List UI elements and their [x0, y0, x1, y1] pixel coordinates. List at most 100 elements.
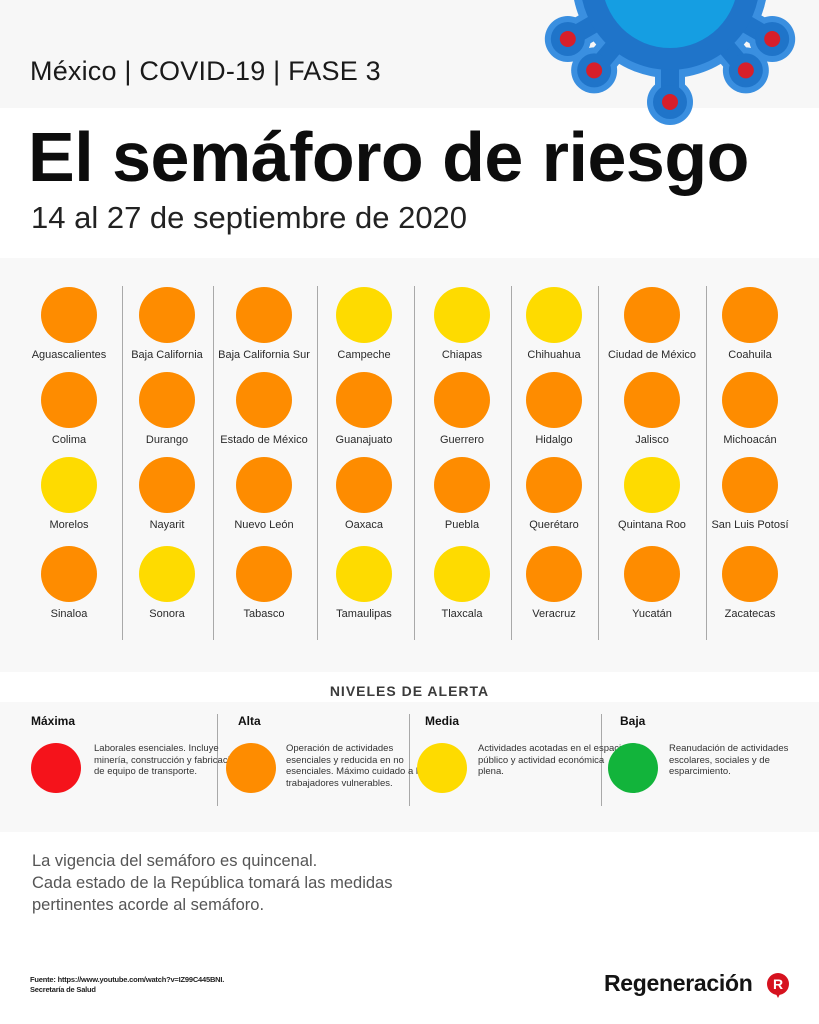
risk-level-dot-icon: [139, 372, 195, 428]
state-item: Guanajuato: [309, 372, 419, 446]
state-name: Nayarit: [149, 519, 185, 531]
risk-level-dot-icon: [139, 287, 195, 343]
risk-level-dot-icon: [41, 372, 97, 428]
state-item: Durango: [112, 372, 222, 446]
legend-level-description: Actividades acotadas en el espacio públi…: [478, 743, 627, 777]
date-range: 14 al 27 de septiembre de 2020: [31, 200, 468, 235]
state-item: Hidalgo: [499, 372, 609, 446]
state-name: Durango: [145, 434, 189, 446]
risk-level-dot-icon: [336, 457, 392, 513]
risk-level-dot-icon: [722, 287, 778, 343]
legend-color-dot-icon: [31, 743, 81, 793]
state-name: Hidalgo: [535, 434, 573, 446]
legend-level-description: Operación de actividades esenciales y re…: [286, 743, 429, 789]
state-name: Campeche: [337, 349, 391, 361]
state-item: Chiapas: [407, 287, 517, 361]
state-item: Michoacán: [695, 372, 805, 446]
legend-level-description: Laborales esenciales. Incluye minería, c…: [94, 743, 241, 777]
state-name: Baja California: [131, 349, 203, 361]
risk-level-dot-icon: [624, 457, 680, 513]
state-item: Sinaloa: [14, 546, 124, 620]
risk-level-dot-icon: [722, 457, 778, 513]
risk-level-dot-icon: [336, 372, 392, 428]
risk-level-dot-icon: [336, 546, 392, 602]
risk-level-dot-icon: [624, 287, 680, 343]
state-name: Quintana Roo: [618, 519, 686, 531]
state-item: Chihuahua: [499, 287, 609, 361]
state-name: Aguascalientes: [31, 349, 107, 361]
state-name: Colima: [51, 434, 87, 446]
legend-level-name: Máxima: [31, 714, 76, 728]
risk-level-dot-icon: [624, 372, 680, 428]
state-item: Baja California: [112, 287, 222, 361]
risk-level-dot-icon: [41, 287, 97, 343]
state-name: Jalisco: [635, 434, 669, 446]
kicker-text: México | COVID-19 | FASE 3: [30, 56, 381, 86]
risk-level-dot-icon: [236, 372, 292, 428]
state-item: Oaxaca: [309, 457, 419, 531]
state-item: Tabasco: [209, 546, 319, 620]
state-name: Estado de México: [220, 434, 308, 446]
risk-level-dot-icon: [526, 372, 582, 428]
legend-divider: [409, 714, 410, 806]
column-divider: [706, 286, 707, 640]
risk-level-dot-icon: [526, 457, 582, 513]
risk-level-dot-icon: [722, 372, 778, 428]
state-item: Sonora: [112, 546, 222, 620]
state-item: Guerrero: [407, 372, 517, 446]
state-item: Ciudad de México: [597, 287, 707, 361]
state-item: Querétaro: [499, 457, 609, 531]
note-line: Cada estado de la República tomará las m…: [32, 874, 393, 892]
risk-level-dot-icon: [434, 457, 490, 513]
legend-level-name: Baja: [620, 714, 646, 728]
state-item: Baja California Sur: [209, 287, 319, 361]
state-name: Michoacán: [723, 434, 777, 446]
risk-level-dot-icon: [41, 546, 97, 602]
state-name: Oaxaca: [345, 519, 383, 531]
states-grid-panel: [0, 258, 819, 672]
state-item: Tamaulipas: [309, 546, 419, 620]
legend-level-description: Reanudación de actividades escolares, so…: [669, 743, 789, 777]
legend-level-name: Alta: [238, 714, 261, 728]
state-name: San Luis Potosí: [711, 519, 789, 531]
risk-level-dot-icon: [139, 546, 195, 602]
risk-level-dot-icon: [236, 546, 292, 602]
page-title: El semáforo de riesgo: [28, 118, 749, 196]
state-item: Estado de México: [209, 372, 319, 446]
column-divider: [598, 286, 599, 640]
state-name: Querétaro: [529, 519, 579, 531]
risk-level-dot-icon: [624, 546, 680, 602]
legend-color-dot-icon: [417, 743, 467, 793]
column-divider: [511, 286, 512, 640]
state-name: Guerrero: [439, 434, 485, 446]
legend-level-name: Media: [425, 714, 460, 728]
risk-level-dot-icon: [236, 287, 292, 343]
virus-icon: [544, 0, 796, 125]
risk-level-dot-icon: [526, 287, 582, 343]
brand-pin-icon: R: [767, 973, 789, 998]
column-divider: [414, 286, 415, 640]
legend-title: NIVELES DE ALERTA: [329, 683, 490, 699]
source-line: Fuente: https://www.youtube.com/watch?v=…: [30, 975, 225, 984]
state-item: Nayarit: [112, 457, 222, 531]
state-name: Sinaloa: [50, 608, 88, 620]
state-name: Chiapas: [441, 349, 483, 361]
state-name: Baja California Sur: [218, 349, 310, 361]
column-divider: [213, 286, 214, 640]
risk-level-dot-icon: [434, 372, 490, 428]
state-name: Chihuahua: [527, 349, 581, 361]
state-item: Quintana Roo: [597, 457, 707, 531]
state-item: Coahuila: [695, 287, 805, 361]
state-name: Morelos: [49, 519, 89, 531]
state-name: Yucatán: [632, 608, 672, 620]
risk-level-dot-icon: [236, 457, 292, 513]
state-item: Colima: [14, 372, 124, 446]
source-credit: Fuente: https://www.youtube.com/watch?v=…: [30, 975, 224, 995]
risk-level-dot-icon: [434, 287, 490, 343]
state-item: Morelos: [14, 457, 124, 531]
state-name: Guanajuato: [335, 434, 393, 446]
risk-level-dot-icon: [41, 457, 97, 513]
brand-logo-text: Regeneración: [604, 970, 753, 996]
state-name: Zacatecas: [724, 608, 776, 620]
state-name: Tlaxcala: [441, 608, 483, 620]
